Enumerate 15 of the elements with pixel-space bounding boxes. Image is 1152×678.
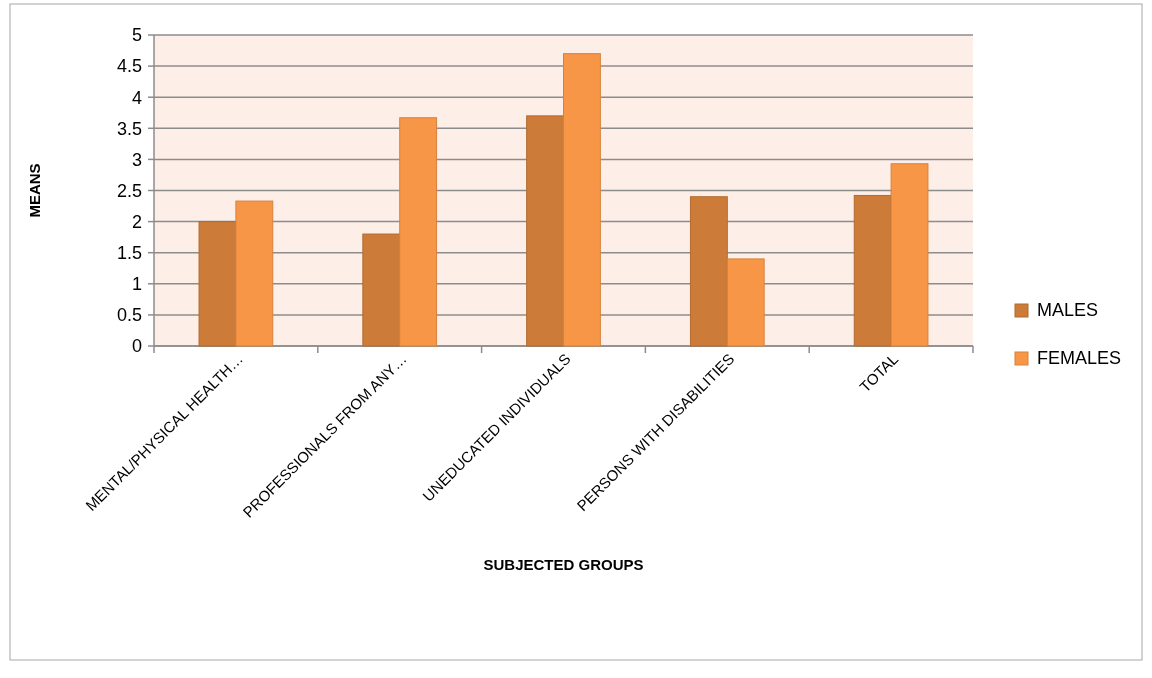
- y-tick-label: 2: [131, 211, 142, 232]
- y-tick-label: 0.5: [116, 305, 142, 326]
- x-axis-title: SUBJECTED GROUPS: [483, 556, 644, 573]
- legend-label: FEMALES: [1037, 348, 1122, 369]
- y-tick-label: 1.5: [116, 243, 142, 263]
- y-tick-label: 4.5: [116, 56, 142, 77]
- y-tick-label: 3.5: [116, 118, 142, 139]
- y-tick-label: 0: [131, 336, 142, 357]
- y-tick-label: 1: [131, 274, 142, 295]
- y-tick-label: 3: [131, 149, 142, 170]
- y-axis-title: MEANS: [26, 163, 43, 218]
- y-tick-label: 2.5: [116, 180, 142, 201]
- legend-label: MALES: [1037, 300, 1099, 321]
- y-tick-label: 4: [131, 87, 142, 108]
- y-tick-label: 5: [131, 25, 142, 46]
